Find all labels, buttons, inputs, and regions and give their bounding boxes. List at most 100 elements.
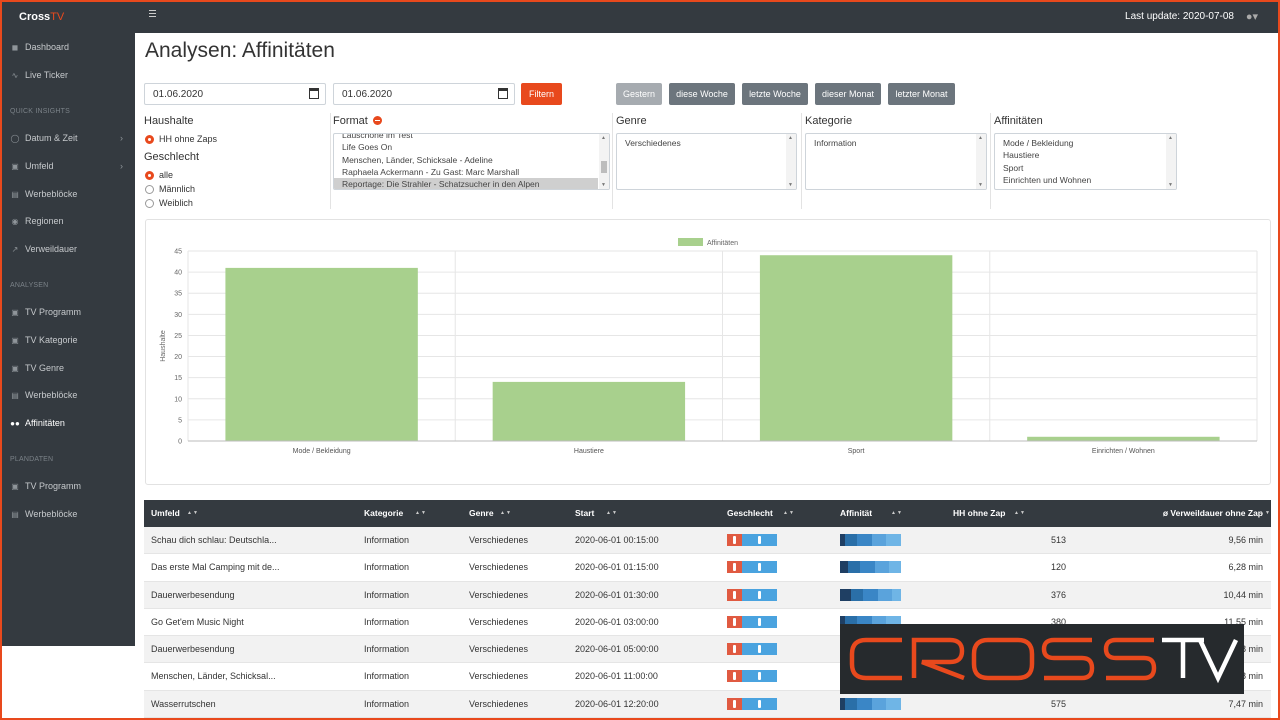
- calendar-icon[interactable]: [309, 88, 319, 99]
- scroll-up-icon[interactable]: ▲: [978, 135, 983, 141]
- scroll-up-icon[interactable]: ▲: [601, 135, 606, 141]
- scroll-down-icon[interactable]: ▼: [978, 182, 983, 188]
- scroll-up-icon[interactable]: ▲: [788, 135, 793, 141]
- sidebar-item-werbebloecke[interactable]: ▤ Werbeblöcke: [2, 186, 135, 202]
- sort-icon[interactable]: ▲▼: [783, 510, 795, 516]
- diese-woche-button[interactable]: diese Woche: [669, 83, 735, 105]
- genre-label: Genre: [616, 115, 647, 127]
- sort-icon[interactable]: ▲▼: [1014, 510, 1026, 516]
- geschlecht-option-maennlich[interactable]: Männlich: [145, 184, 195, 194]
- sidebar-item-affinitaeten[interactable]: ●● Affinitäten: [10, 418, 65, 428]
- sidebar-item-dashboard[interactable]: ◼ Dashboard: [2, 39, 135, 55]
- cell-dauer: 8 min: [1240, 644, 1263, 655]
- haushalte-option[interactable]: HH ohne Zaps: [145, 134, 217, 144]
- format-listbox[interactable]: Lauschone im Test Life Goes On Menschen,…: [333, 133, 610, 190]
- scrollbar[interactable]: ▲ ▼: [786, 134, 796, 189]
- sort-icon[interactable]: ▲▼: [891, 510, 903, 516]
- kategorie-listbox[interactable]: Information ▲ ▼: [805, 133, 987, 190]
- sidebar-item-tv-genre[interactable]: ▣ TV Genre: [2, 360, 135, 376]
- x-tick-label: Haustiere: [574, 448, 604, 455]
- scroll-down-icon[interactable]: ▼: [788, 182, 793, 188]
- sidebar-item-werbebloecke-analysen[interactable]: ▤ Werbeblöcke: [2, 387, 135, 403]
- list-option[interactable]: Mode / Bekleidung: [1003, 138, 1074, 148]
- letzte-woche-button[interactable]: letzte Woche: [742, 83, 808, 105]
- calendar-icon[interactable]: [498, 88, 508, 99]
- list-option[interactable]: Raphaela Ackermann - Zu Gast: Marc Marsh…: [342, 166, 520, 177]
- cell-hh: 380: [1050, 616, 1066, 627]
- sidebar-item-verweildauer[interactable]: ↗ Verweildauer: [2, 241, 135, 257]
- list-option-selected[interactable]: Reportage: Die Strahler - Schatzsucher i…: [334, 178, 598, 189]
- sort-icon[interactable]: ▲▼: [606, 510, 618, 516]
- sidebar-item-umfeld[interactable]: ▣ Umfeld ›: [2, 158, 135, 174]
- list-option[interactable]: Menschen, Länder, Schicksale - Adeline: [342, 154, 493, 165]
- column-header[interactable]: Start: [575, 508, 595, 518]
- filter-button[interactable]: Filtern: [521, 83, 562, 105]
- list-option[interactable]: Verschiedenes: [625, 138, 681, 148]
- block-icon: ▤: [11, 189, 19, 199]
- sort-icon[interactable]: ▲▼: [415, 510, 427, 516]
- gestern-button[interactable]: Gestern: [616, 83, 662, 105]
- dieser-monat-button[interactable]: dieser Monat: [815, 83, 881, 105]
- radio-selected[interactable]: [145, 134, 154, 144]
- sidebar-item-tv-kategorie[interactable]: ▣ TV Kategorie: [2, 332, 135, 348]
- cell-start: 2020-06-01 01:15:00: [575, 562, 659, 573]
- column-header[interactable]: ø Verweildauer ohne Zap: [1162, 508, 1263, 518]
- scroll-up-icon[interactable]: ▲: [1168, 135, 1173, 141]
- clock-icon: ◯: [10, 133, 20, 143]
- x-tick-label: Mode / Bekleidung: [293, 448, 351, 455]
- letzter-monat-button[interactable]: letzter Monat: [888, 83, 955, 105]
- scrollbar[interactable]: ▲ ▼: [599, 134, 609, 189]
- sidebar-item-tv-programm[interactable]: ▣ TV Programm: [2, 304, 135, 320]
- bar-2: [759, 255, 953, 441]
- scrollbar[interactable]: ▲ ▼: [1166, 134, 1176, 189]
- sidebar-heading-plandaten: PLANDATEN: [10, 456, 54, 463]
- date-to-input[interactable]: 01.06.2020: [333, 83, 515, 105]
- column-header[interactable]: Genre: [469, 508, 494, 518]
- affinitaeten-listbox[interactable]: Mode / Bekleidung Haustiere Sport Einric…: [994, 133, 1177, 190]
- sidebar-item-werbebloecke-plan[interactable]: ▤ Werbeblöcke: [2, 506, 135, 522]
- list-option[interactable]: Haustiere: [1003, 150, 1040, 161]
- column-header[interactable]: HH ohne Zap: [953, 508, 1006, 518]
- geschlecht-option-alle[interactable]: alle: [145, 170, 173, 180]
- radio[interactable]: [145, 198, 154, 208]
- scroll-down-icon[interactable]: ▼: [601, 182, 606, 188]
- brand-logo[interactable]: CrossTV: [19, 11, 65, 23]
- remove-icon[interactable]: [372, 116, 382, 125]
- list-option[interactable]: Information: [814, 138, 857, 148]
- table-row[interactable]: Wasserrutschen Information Verschiedenes 20…: [144, 690, 1271, 719]
- column-header[interactable]: Geschlecht: [727, 508, 773, 518]
- column-header[interactable]: Affinität: [840, 508, 873, 518]
- sort-icon[interactable]: ▲▼: [500, 510, 512, 516]
- cell-start: 2020-06-01 01:30:00: [575, 589, 659, 600]
- sidebar-item-regionen[interactable]: ◉ Regionen: [2, 213, 135, 229]
- list-option[interactable]: Life Goes On: [342, 142, 393, 153]
- scroll-down-icon[interactable]: ▼: [1168, 182, 1173, 188]
- column-header[interactable]: Kategorie: [364, 508, 404, 518]
- sort-icon[interactable]: ▲▼: [187, 510, 199, 516]
- affinity-bar-chart: Affinitäten 0 5 10 15 20 25 30 35 40 45 Haushalte Mo…: [160, 238, 1258, 455]
- column-header[interactable]: Umfeld: [151, 508, 180, 518]
- radio[interactable]: [145, 184, 154, 194]
- table-row[interactable]: Schau dich schlau: Deutschla... Informati…: [144, 527, 1271, 555]
- page-title: Analysen: Affinitäten: [145, 39, 335, 62]
- sidebar-item-datum-zeit[interactable]: ◯ Datum & Zeit ›: [10, 133, 123, 143]
- geschlecht-option-weiblich[interactable]: Weiblich: [145, 198, 193, 208]
- radio-selected[interactable]: [145, 170, 154, 180]
- table-row[interactable]: Das erste Mal Camping mit de... Informati…: [144, 554, 1271, 582]
- genre-listbox[interactable]: Verschiedenes ▲ ▼: [616, 133, 797, 190]
- cell-hh: 575: [1050, 698, 1066, 709]
- list-option[interactable]: Sport: [1003, 162, 1024, 173]
- sidebar-item-tv-programm-plan[interactable]: ▣ TV Programm: [2, 478, 135, 494]
- cell-genre: Verschiedenes: [469, 589, 529, 600]
- scrollbar[interactable]: ▲ ▼: [976, 134, 986, 189]
- table-row[interactable]: Dauerwerbesendung Information Verschiedene…: [144, 581, 1271, 609]
- list-option[interactable]: Lauschone im Test: [342, 133, 413, 140]
- geschlecht-label: Geschlecht: [144, 151, 200, 163]
- sidebar-item-live-ticker[interactable]: ∿ Live Ticker: [2, 67, 135, 83]
- list-option[interactable]: Einrichten und Wohnen: [1003, 174, 1092, 185]
- date-from-input[interactable]: 01.06.2020: [144, 83, 326, 105]
- cell-start: 2020-06-01 12:20:00: [575, 698, 659, 709]
- sort-icon[interactable]: ▲▼: [1259, 510, 1271, 516]
- menu-toggle-icon[interactable]: [149, 8, 163, 22]
- user-menu-icon[interactable]: ●▾: [1245, 11, 1258, 23]
